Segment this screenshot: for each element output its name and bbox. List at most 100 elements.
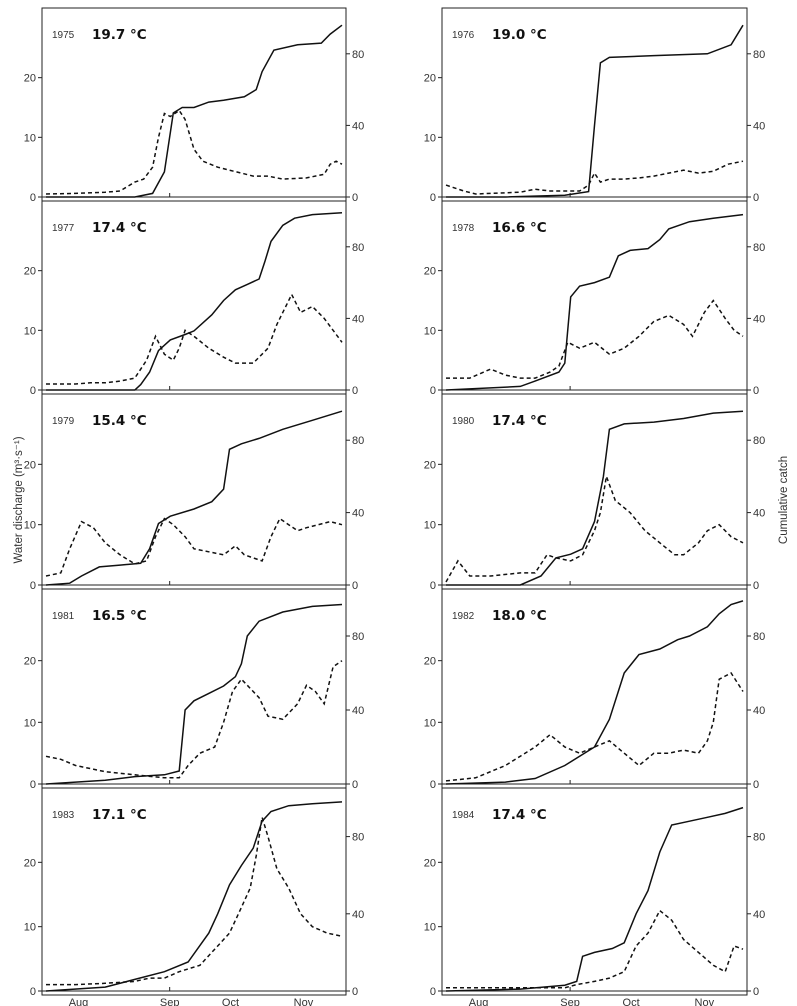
year-label: 1978 <box>452 223 475 234</box>
y2-tick-label: 0 <box>352 192 358 204</box>
panel-1980: 0 10 20 0 40 80 1980 17.4 °C <box>424 393 765 592</box>
temperature-label: 16.6 °C <box>492 220 547 236</box>
y-tick-label: 0 <box>30 779 36 791</box>
panel-frame <box>441 393 748 590</box>
panel-1977: 0 10 20 0 40 80 1977 17.4 °C <box>24 200 364 397</box>
y-tick-label: 10 <box>24 325 36 337</box>
cumulative-catch-line <box>45 603 343 785</box>
y2-tick-label: 40 <box>753 313 765 325</box>
panel-1983: 0 10 20 0 40 80 Aug Sep Oct Nov 1983 17.1 °C <box>24 787 364 1006</box>
panel-frame <box>441 7 748 202</box>
y-tick-label: 20 <box>424 459 436 471</box>
cumulative-catch-line <box>45 410 343 586</box>
y2-tick-label: 80 <box>753 832 765 844</box>
discharge-line <box>45 660 343 779</box>
temperature-label: 19.7 °C <box>92 27 147 43</box>
y2-tick-label: 40 <box>753 909 765 921</box>
y-tick-label: 20 <box>24 266 36 278</box>
y-tick-label: 20 <box>24 857 36 869</box>
temperature-label: 18.0 °C <box>492 608 547 624</box>
year-label: 1983 <box>52 810 75 821</box>
discharge-line <box>446 299 744 379</box>
panel-frame <box>41 588 347 789</box>
y2-tick-label: 0 <box>753 580 759 592</box>
discharge-line <box>445 473 744 583</box>
panel-1978: 0 10 20 0 40 80 1978 16.6 °C <box>424 200 765 397</box>
y2-tick-label: 40 <box>753 508 765 520</box>
y-tick-label: 20 <box>424 73 436 85</box>
cumulative-catch-line <box>445 600 744 785</box>
y-tick-label: 0 <box>30 986 36 998</box>
y2-tick-label: 40 <box>352 508 364 520</box>
y2-tick-label: 0 <box>352 779 358 791</box>
y2-tick-label: 80 <box>352 242 364 254</box>
panel-frame <box>441 200 748 395</box>
y-tick-label: 10 <box>424 717 436 729</box>
panel-frame <box>441 787 748 996</box>
y-tick-label: 0 <box>430 580 436 592</box>
y-tick-label: 10 <box>424 520 436 532</box>
temperature-label: 17.4 °C <box>492 413 547 429</box>
cumulative-catch-line <box>445 806 744 992</box>
y2-tick-label: 0 <box>753 192 759 204</box>
y2-tick-label: 0 <box>352 385 358 397</box>
y2-tick-label: 0 <box>352 580 358 592</box>
year-label: 1976 <box>452 30 475 41</box>
y-tick-label: 20 <box>24 73 36 85</box>
discharge-line <box>45 109 343 195</box>
year-label: 1979 <box>52 416 75 427</box>
x-tick-label: Aug <box>69 997 89 1006</box>
x-tick-label: Aug <box>469 997 489 1006</box>
x-tick-label: Oct <box>623 997 640 1006</box>
panel-1975: 0 10 20 0 40 80 1975 19.7 °C <box>24 7 364 204</box>
y-tick-label: 0 <box>30 580 36 592</box>
y2-tick-label: 40 <box>352 313 364 325</box>
temperature-label: 15.4 °C <box>92 413 147 429</box>
y2-tick-label: 40 <box>352 909 364 921</box>
panel-1984: 0 10 20 0 40 80 Aug Sep Oct Nov 1984 17.4 °C <box>424 787 765 1006</box>
y-tick-label: 10 <box>24 520 36 532</box>
y-tick-label: 10 <box>24 922 36 934</box>
y-tick-label: 20 <box>424 857 436 869</box>
y-tick-label: 10 <box>24 132 36 144</box>
y-tick-label: 0 <box>30 192 36 204</box>
y2-tick-label: 40 <box>352 705 364 717</box>
y2-tick-label: 0 <box>753 385 759 397</box>
y-tick-label: 20 <box>24 656 36 668</box>
cumulative-catch-line <box>446 24 744 198</box>
y-tick-label: 20 <box>424 656 436 668</box>
y2-tick-label: 80 <box>753 49 765 61</box>
temperature-label: 17.4 °C <box>92 220 147 236</box>
y2-tick-label: 0 <box>352 986 358 998</box>
year-label: 1982 <box>452 611 475 622</box>
x-tick-label: Sep <box>560 997 580 1006</box>
x-tick-label: Nov <box>695 997 715 1006</box>
year-label: 1975 <box>52 30 75 41</box>
y-tick-label: 0 <box>430 986 436 998</box>
panel-frame <box>41 7 347 202</box>
y-tick-label: 20 <box>24 459 36 471</box>
y-tick-label: 0 <box>430 192 436 204</box>
y2-tick-label: 80 <box>352 49 364 61</box>
panel-1982: 0 10 20 0 40 80 1982 18.0 °C <box>424 588 765 791</box>
panel-1976: 0 10 20 0 40 80 1976 19.0 °C <box>424 7 765 204</box>
y2-tick-label: 0 <box>753 779 759 791</box>
y-axis-label-right: Cumulative catch <box>778 456 790 544</box>
y-tick-label: 10 <box>424 922 436 934</box>
y-axis-label-left: Water discharge (m³·s⁻¹) <box>13 436 25 563</box>
temperature-label: 19.0 °C <box>492 27 547 43</box>
y2-tick-label: 80 <box>753 242 765 254</box>
cumulative-catch-line <box>45 801 343 992</box>
panel-1979: 0 10 20 0 40 80 1979 15.4 °C <box>24 393 364 592</box>
temperature-label: 17.1 °C <box>92 807 147 823</box>
y-tick-label: 10 <box>24 717 36 729</box>
temperature-label: 17.4 °C <box>492 807 547 823</box>
y-tick-label: 20 <box>424 266 436 278</box>
y-tick-label: 0 <box>430 779 436 791</box>
discharge-line <box>446 909 744 989</box>
panel-frame <box>41 787 347 996</box>
x-tick-label: Nov <box>294 997 314 1006</box>
y2-tick-label: 80 <box>352 631 364 643</box>
cumulative-catch-line <box>445 213 744 391</box>
